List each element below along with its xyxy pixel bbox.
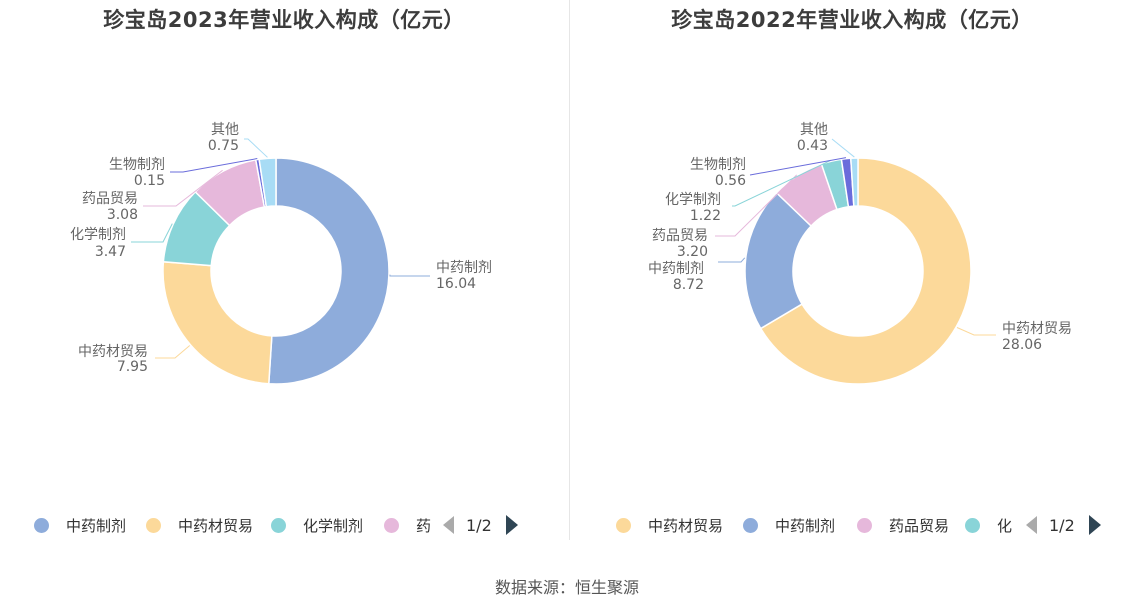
label-leader-line (732, 159, 832, 207)
legend-dot-icon (384, 517, 399, 533)
pie-slice[interactable] (162, 260, 273, 385)
legend-dot-icon (857, 517, 872, 533)
slice-label-name: 中药制剂 (436, 260, 492, 276)
label-leader-line (170, 158, 258, 173)
slice-label-name: 中药材贸易 (1002, 321, 1072, 337)
label-leader-line (131, 223, 173, 243)
legend-item[interactable]: 化 (965, 513, 1012, 537)
slice-label-value: 0.75 (208, 138, 239, 154)
legend-dot-icon (743, 517, 758, 533)
pager-text: 1/2 (1049, 515, 1075, 535)
legend-item[interactable]: 中药材贸易 (146, 513, 253, 537)
label-leader-line (143, 169, 223, 207)
legend-pager: 1/2 (443, 513, 518, 537)
legend-dot-icon (146, 517, 161, 533)
chart-legend: 中药材贸易 中药制剂 药品贸易 化 (570, 513, 1134, 537)
slice-label-name: 其他 (211, 122, 239, 138)
legend-label: 中药材贸易 (178, 516, 254, 535)
slice-label-value: 0.43 (797, 138, 828, 154)
legend-item[interactable]: 中药制剂 (34, 513, 126, 537)
label-leader-line (718, 257, 746, 263)
donut-chart-2023: 中药制剂16.04中药材贸易7.95化学制剂3.47药品贸易3.08生物制剂0.… (70, 122, 492, 385)
slice-label-value: 28.06 (1002, 337, 1042, 353)
legend-dot-icon (965, 517, 980, 533)
slice-label-value: 7.95 (117, 359, 148, 375)
slice-label-name: 化学制剂 (70, 227, 126, 243)
label-leader-line (749, 157, 847, 176)
label-leader-line (244, 138, 268, 158)
label-leader-line (831, 138, 855, 158)
label-leader-line (155, 345, 191, 359)
slice-label-name: 药品贸易 (652, 228, 708, 244)
pager-text: 1/2 (466, 515, 492, 535)
data-source: 数据来源：恒生聚源 (494, 578, 639, 597)
chart-panel-2022: 珍宝岛2022年营业收入构成（亿元） 中药材贸易 28.06 中药制剂 8.72 药品贸… (570, 0, 1134, 545)
legend-dot-icon (271, 517, 286, 533)
chart-title: 珍宝岛2023年营业收入构成（亿元） (103, 8, 465, 32)
pie-slice[interactable] (258, 157, 277, 208)
label-leader-line (956, 327, 996, 336)
legend-label: 化学制剂 (303, 516, 364, 535)
slice-label-value: 8.72 (673, 277, 704, 293)
chart-title: 珍宝岛2022年营业收入构成（亿元） (671, 8, 1033, 32)
slice-label-value: 3.47 (95, 244, 126, 260)
pie-slice[interactable] (267, 157, 390, 385)
slice-label-name: 中药材贸易 (78, 344, 148, 360)
donut-chart-2022: 中药材贸易28.06中药制剂8.72药品贸易3.20化学制剂1.22生物制剂0.… (648, 122, 1072, 385)
legend-dot-icon (34, 517, 49, 533)
legend-dot-icon (616, 517, 631, 533)
legend-label: 药品贸易 (889, 516, 950, 535)
slice-label-name: 生物制剂 (690, 157, 746, 173)
arrow-left-icon[interactable] (1026, 516, 1037, 534)
legend-item[interactable]: 药品贸易 (857, 513, 949, 537)
legend-item[interactable]: 中药材贸易 (616, 513, 723, 537)
slice-label-name: 其他 (800, 122, 828, 138)
slice-label-name: 生物制剂 (109, 157, 165, 173)
arrow-right-icon[interactable] (1088, 515, 1101, 535)
panel-divider (569, 0, 570, 540)
legend-label: 中药制剂 (66, 516, 127, 535)
legend-label: 中药材贸易 (648, 516, 724, 535)
legend-item[interactable]: 化学制剂 (271, 513, 363, 537)
slice-label-name: 中药制剂 (648, 261, 704, 277)
chart-panel-2023: 珍宝岛2023年营业收入构成（亿元） 中药制剂 16.04 中药材贸易 7.95 化学制… (0, 0, 568, 545)
arrow-right-icon[interactable] (505, 515, 518, 535)
slice-label-value: 0.56 (715, 173, 746, 189)
chart-legend: 中药制剂 中药材贸易 化学制剂 药 (0, 513, 568, 537)
legend-item[interactable]: 药 (384, 513, 431, 537)
arrow-left-icon[interactable] (443, 516, 454, 534)
slice-label-value: 1.22 (690, 208, 721, 224)
legend-label: 中药制剂 (775, 516, 836, 535)
slice-label-value: 16.04 (436, 276, 476, 292)
legend-label: 药 (416, 516, 432, 535)
legend-item[interactable]: 中药制剂 (743, 513, 835, 537)
label-leader-line (715, 174, 798, 237)
slice-label-value: 3.20 (677, 244, 708, 260)
label-leader-line (389, 274, 430, 277)
legend-label: 化 (997, 516, 1013, 535)
legend-pager: 1/2 (1026, 513, 1101, 537)
slice-label-value: 0.15 (134, 173, 165, 189)
slice-label-value: 3.08 (107, 207, 138, 223)
slice-label-name: 化学制剂 (665, 192, 721, 208)
pie-slice[interactable] (759, 157, 972, 385)
slice-label-name: 药品贸易 (82, 191, 138, 207)
pie-slice[interactable] (849, 157, 859, 207)
